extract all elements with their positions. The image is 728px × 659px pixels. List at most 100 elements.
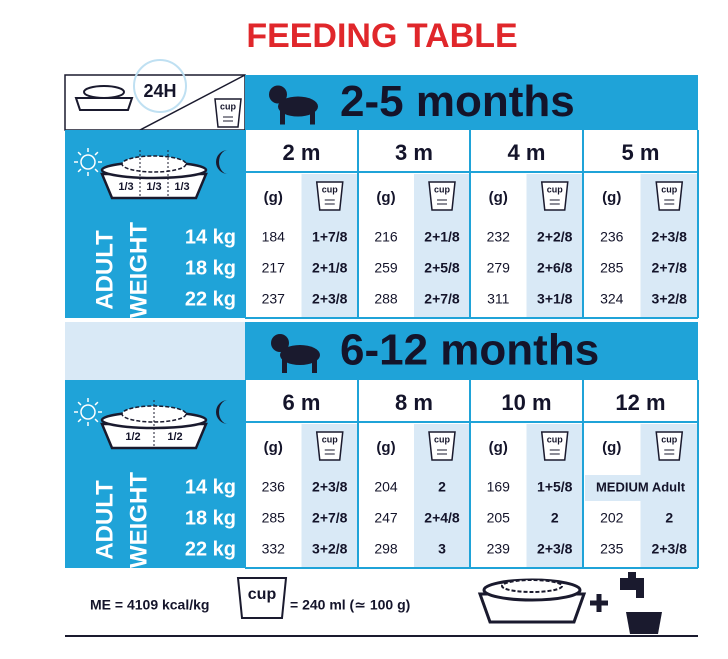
grams-value: 247 xyxy=(374,510,398,526)
grams-value: 259 xyxy=(374,260,398,276)
column-header: 5 m xyxy=(622,140,660,165)
sun-ray xyxy=(94,168,99,173)
grams-value: 332 xyxy=(262,541,286,557)
cup-icon xyxy=(428,431,456,461)
section-title: 2-5 months xyxy=(340,77,575,126)
unit-label: (g) xyxy=(602,189,621,206)
moon-icon xyxy=(216,150,228,174)
cup-label: cup xyxy=(220,101,237,111)
cup-value: 2+1/8 xyxy=(424,229,460,245)
dog-icon xyxy=(282,359,287,373)
weight-label: 14 kg xyxy=(185,476,236,498)
cup-value: 3 xyxy=(438,541,446,557)
cup-value: 2+3/8 xyxy=(537,541,573,557)
cup-value: 2 xyxy=(438,479,446,495)
grams-value: 324 xyxy=(600,291,624,307)
kibble xyxy=(121,155,187,173)
grams-value: 235 xyxy=(600,541,624,557)
period-label: 24H xyxy=(143,81,176,101)
weight-label: 18 kg xyxy=(185,257,236,279)
grams-value: 285 xyxy=(600,260,624,276)
cup-value: 3+2/8 xyxy=(312,541,348,557)
side-label: WEIGHT xyxy=(125,472,152,568)
footer-cup-label: cup xyxy=(248,586,277,603)
title-band xyxy=(245,322,698,380)
dog-icon xyxy=(310,110,315,125)
cup-value: 2+7/8 xyxy=(424,291,460,307)
cup-icon xyxy=(655,181,684,211)
dog-icon xyxy=(280,345,320,365)
cup-icon xyxy=(655,431,684,461)
cup-icon xyxy=(315,431,344,461)
cup-value: 2 xyxy=(665,510,673,526)
cup-value: 2+1/8 xyxy=(312,260,348,276)
sun-icon xyxy=(74,398,102,426)
column-header: 2 m xyxy=(283,140,321,165)
cup-value: 2+3/8 xyxy=(312,291,348,307)
cup-label: cup xyxy=(322,434,339,444)
column-header: 8 m xyxy=(395,390,433,415)
cup-icon xyxy=(540,431,569,461)
fraction-label: 1/3 xyxy=(118,181,133,193)
column-header: 6 m xyxy=(283,390,321,415)
cup-label: cup xyxy=(661,184,678,194)
sun-icon xyxy=(74,148,102,176)
sun-icon xyxy=(80,404,96,420)
moon-icon xyxy=(216,400,228,424)
fraction-label: 1/2 xyxy=(167,431,182,443)
grams-value: 217 xyxy=(262,260,286,276)
cup-value: 3+1/8 xyxy=(537,291,573,307)
cup-value: 2+3/8 xyxy=(652,229,688,245)
cup-value: 2+4/8 xyxy=(424,510,460,526)
sun-ray xyxy=(94,401,99,406)
dog-icon xyxy=(271,334,289,352)
grams-value: 239 xyxy=(487,541,511,557)
grams-value: 202 xyxy=(600,510,624,526)
cup-label: cup xyxy=(547,434,564,444)
column-header: 12 m xyxy=(615,390,665,415)
sun-ray xyxy=(77,401,82,406)
grams-value: 237 xyxy=(262,291,286,307)
side-label: ADULT xyxy=(91,230,118,310)
weight-label: 22 kg xyxy=(185,288,236,310)
grams-value: 205 xyxy=(487,510,511,526)
weight-label: 14 kg xyxy=(185,226,236,248)
grams-value: 216 xyxy=(374,229,398,245)
dog-icon xyxy=(280,110,285,125)
unit-label: (g) xyxy=(489,189,508,206)
dog-icon xyxy=(278,96,318,117)
cup-label: cup xyxy=(661,434,678,444)
cup-value: 2+7/8 xyxy=(652,260,688,276)
cup-label: cup xyxy=(434,434,451,444)
title-band xyxy=(245,75,698,130)
cup-value: 2+2/8 xyxy=(537,229,573,245)
cup-value: 1+5/8 xyxy=(537,479,573,495)
column-header: 3 m xyxy=(395,140,433,165)
page-title: FEEDING TABLE xyxy=(246,17,517,55)
fraction-label: 1/2 xyxy=(125,431,140,443)
energy-label: ME = 4109 kcal/kg xyxy=(90,597,209,613)
fraction-label: 1/3 xyxy=(146,181,161,193)
grams-value: 288 xyxy=(374,291,398,307)
note-bg xyxy=(585,475,696,501)
section-title: 6-12 months xyxy=(340,326,599,375)
grams-value: 298 xyxy=(374,541,398,557)
grams-value: 311 xyxy=(487,291,510,307)
cup-value: 1+7/8 xyxy=(312,229,348,245)
grams-value: 204 xyxy=(374,479,398,495)
cup-icon xyxy=(315,181,344,211)
cup-value: 2+5/8 xyxy=(424,260,460,276)
weight-label: 18 kg xyxy=(185,507,236,529)
grams-value: 285 xyxy=(262,510,286,526)
sun-ray xyxy=(77,418,82,423)
cup-value: 2+3/8 xyxy=(312,479,348,495)
unit-label: (g) xyxy=(264,189,283,206)
cup-icon xyxy=(540,181,569,211)
cup-label: cup xyxy=(434,184,451,194)
unit-label: (g) xyxy=(376,189,395,206)
sun-ray xyxy=(94,418,99,423)
unit-label: (g) xyxy=(376,439,395,456)
dog-icon xyxy=(269,85,287,104)
column-header: 10 m xyxy=(501,390,551,415)
cup-value: 2+3/8 xyxy=(652,541,688,557)
